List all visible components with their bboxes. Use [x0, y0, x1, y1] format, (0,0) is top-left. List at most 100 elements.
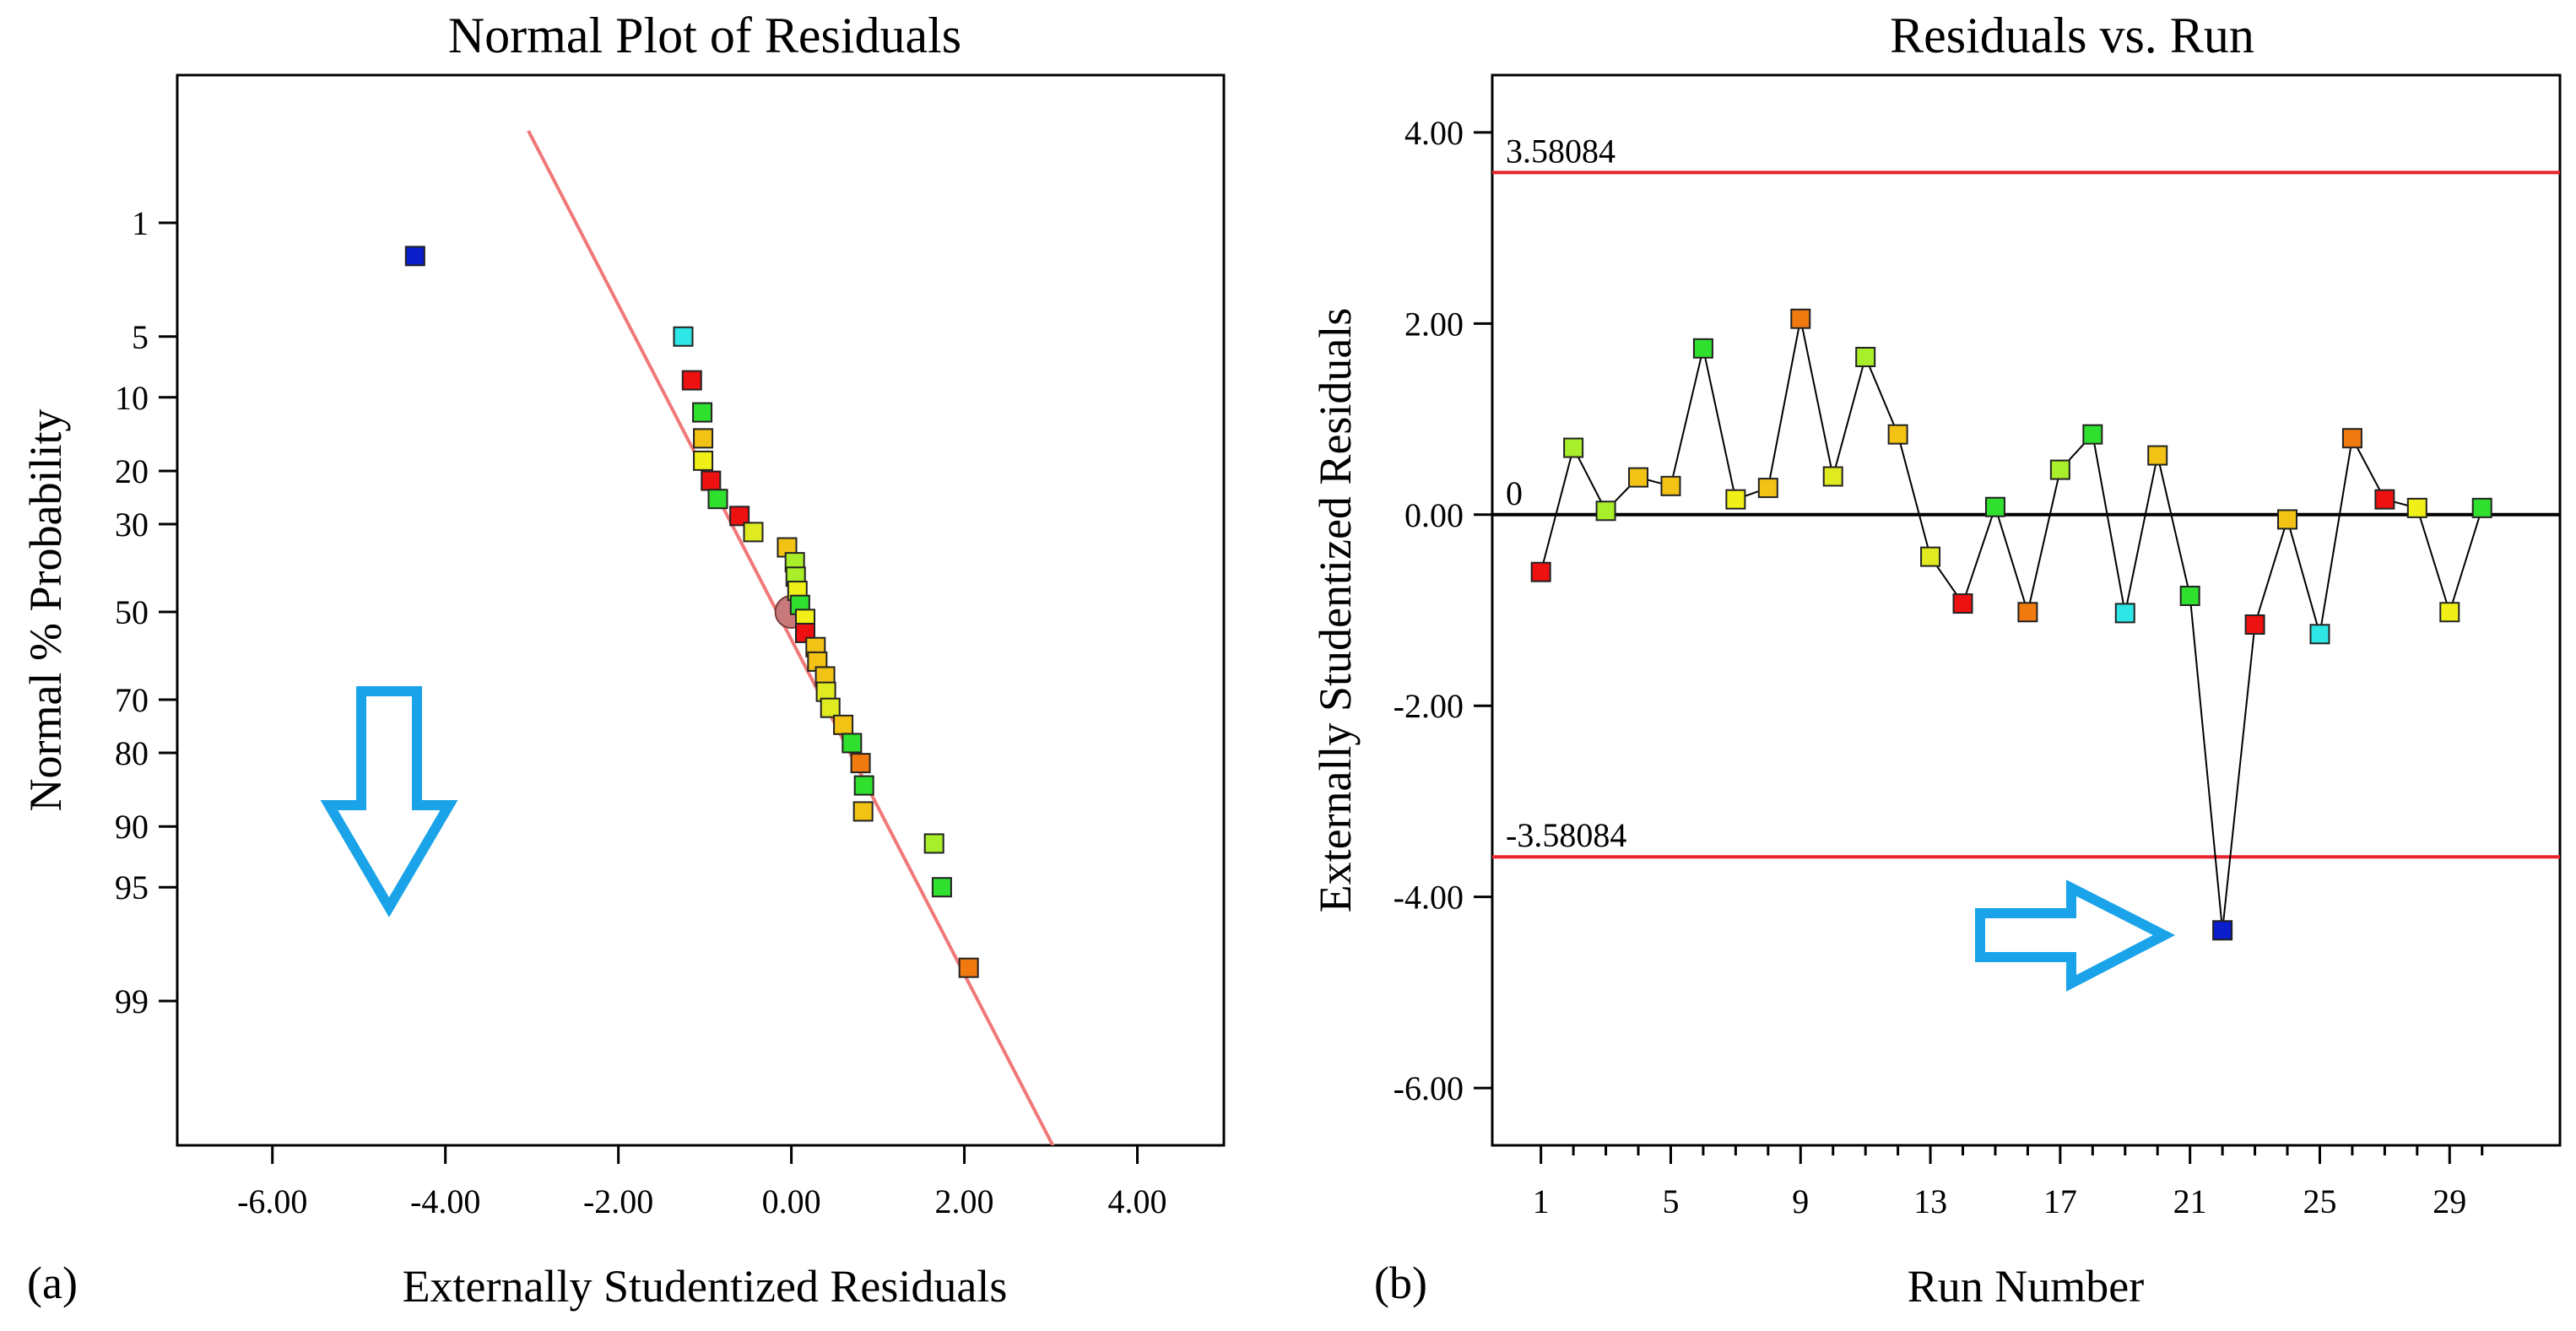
panel-b-point: [1920, 546, 1941, 567]
panel-b-title: Residuals vs. Run: [1890, 8, 2254, 63]
panel-a-label: (a): [27, 1258, 78, 1308]
right-arrow-icon: [1975, 879, 2176, 992]
panel-a-point: [923, 833, 944, 854]
panel-b-point: [2406, 497, 2427, 518]
panel-a-y-tick-label: 80: [115, 734, 149, 772]
panel-b-x-tick-label: 17: [2043, 1182, 2077, 1220]
panel-b-x-tick-label: 9: [1792, 1182, 1809, 1220]
panel-b-series-line: [1540, 318, 2483, 931]
panel-b-x-tick-label: 1: [1533, 1182, 1550, 1220]
panel-b-point: [2212, 920, 2233, 941]
panel-a-point: [833, 714, 854, 735]
panel-a-y-tick-label: 10: [115, 379, 149, 417]
panel-b-point: [2114, 603, 2135, 624]
panel-b-point: [2341, 428, 2362, 449]
panel-a-points: [404, 246, 979, 978]
panel-a-point: [404, 246, 425, 267]
panel-b-y-tick-label: -4.00: [1394, 879, 1464, 917]
panel-b-y-axis-label: Externally Studentized Residuals: [1310, 308, 1361, 913]
panel-a-point: [931, 877, 952, 898]
panel-b-point: [1692, 338, 1713, 359]
panel-a-y-tick-label: 5: [132, 318, 149, 356]
panel-b-y-tick-label: -6.00: [1394, 1069, 1464, 1107]
panel-a-point: [850, 753, 871, 774]
panel-a-point: [842, 733, 863, 754]
panel-b-point: [1984, 496, 2005, 517]
panel-b-point: [1887, 424, 1908, 445]
panel-a-point: [693, 428, 714, 449]
panel-b-point: [2049, 459, 2070, 480]
panel-b-point: [1595, 500, 1616, 522]
panel-b-reference-label: 3.58084: [1506, 132, 1615, 170]
panel-b-y-tick-label: 4.00: [1404, 114, 1464, 152]
panel-a-x-tick-label: -6.00: [237, 1182, 307, 1220]
panel-b-point: [2244, 614, 2265, 635]
panel-a-point: [958, 957, 979, 978]
panel-a-x-tick-label: -4.00: [410, 1182, 480, 1220]
panel-b-point: [1952, 593, 1973, 614]
panel-b-point: [2082, 424, 2103, 445]
panel-b-point: [2471, 497, 2492, 518]
panel-a-point: [729, 506, 750, 527]
panel-b-point: [1660, 475, 1681, 496]
panel-b-point: [2374, 489, 2395, 510]
panel-a-title: Normal Plot of Residuals: [448, 8, 961, 63]
panel-a-x-tick-label: -2.00: [583, 1182, 653, 1220]
panel-b-point: [1855, 346, 1876, 367]
panel-a-point: [852, 801, 874, 822]
panel-a-x-ticks: -6.00 -4.00 -2.00 0.00 2.00 4.00: [237, 1145, 1167, 1220]
panel-b-y-tick-label: 0.00: [1404, 496, 1464, 534]
panel-a-point: [701, 470, 722, 491]
panel-b-point: [1563, 437, 1584, 458]
panel-b-y-tick-label: 2.00: [1404, 305, 1464, 343]
panel-b-point: [1757, 478, 1778, 499]
panel-a-reference-line: [527, 130, 1055, 1145]
panel-a-plot-frame: [176, 73, 1226, 1147]
panel-a-reference-line-group: [527, 130, 1055, 1145]
panel-b: Residuals vs. Run 3.58084 0 -3.58084 1 5 9 13…: [1310, 8, 2562, 1312]
panel-a-y-tick-label: 95: [115, 868, 149, 906]
panel-a: Normal Plot of Residuals -6.00 -4.00 -2.00…: [20, 8, 1226, 1312]
panel-b-y-ticks: 4.00 2.00 0.00 -2.00 -4.00 -6.00: [1394, 114, 1492, 1107]
panel-b-x-tick-label: 13: [1913, 1182, 1947, 1220]
panel-a-point: [681, 370, 702, 391]
panel-b-point: [2179, 586, 2200, 607]
panel-a-point: [853, 775, 874, 796]
panel-b-reference-lines: 3.58084 0 -3.58084: [1492, 132, 2560, 859]
panel-b-x-tick-label: 21: [2173, 1182, 2207, 1220]
panel-b-point: [2017, 602, 2038, 623]
panel-b-x-tick-label: 5: [1662, 1182, 1679, 1220]
panel-b-point: [2309, 624, 2330, 645]
panel-b-point: [1530, 561, 1551, 582]
panel-b-point: [1822, 466, 1843, 487]
panel-b-x-axis-label: Run Number: [1908, 1261, 2144, 1312]
panel-b-y-tick-label: -2.00: [1394, 687, 1464, 725]
panel-b-point: [1725, 489, 1746, 510]
panel-a-point: [673, 326, 694, 347]
panel-a-y-axis-label: Normal % Probability: [20, 409, 71, 812]
panel-a-x-axis-label: Externally Studentized Residuals: [403, 1261, 1008, 1312]
panel-a-y-ticks: 1 5 10 20 30 50 70 80 90 95 99: [115, 204, 177, 1020]
panel-b-points: [1530, 308, 2492, 941]
panel-a-y-tick-label: 90: [115, 808, 149, 846]
panel-b-point: [2277, 509, 2298, 530]
panel-b-x-tick-label: 29: [2433, 1182, 2466, 1220]
panel-b-reference-label: -3.58084: [1506, 816, 1626, 854]
panel-b-label: (b): [1374, 1258, 1427, 1308]
panel-a-y-tick-label: 30: [115, 506, 149, 544]
panel-a-point: [743, 522, 764, 543]
panel-b-point: [2439, 602, 2460, 623]
panel-a-y-tick-label: 20: [115, 452, 149, 490]
panel-b-point: [1790, 308, 1811, 329]
panel-b-reference-label: 0: [1506, 474, 1523, 512]
down-arrow-icon: [320, 686, 458, 917]
panel-b-x-tick-label: 25: [2303, 1182, 2336, 1220]
panel-a-y-tick-label: 1: [132, 204, 149, 242]
panel-a-x-tick-label: 2.00: [935, 1182, 994, 1220]
panel-a-point: [693, 450, 714, 471]
panel-a-point: [707, 489, 728, 510]
panel-a-x-tick-label: 0.00: [762, 1182, 821, 1220]
panel-a-y-tick-label: 70: [115, 681, 149, 719]
panel-a-point: [820, 697, 841, 718]
